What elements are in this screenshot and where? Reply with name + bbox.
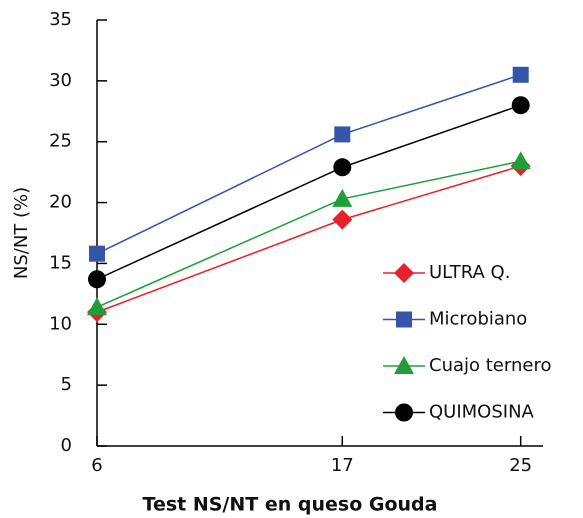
y-tick-label: 0: [61, 435, 72, 456]
x-axis-label: Test NS/NT en queso Gouda: [143, 494, 438, 516]
x-tick-label: 17: [331, 455, 354, 476]
y-tick-label: 15: [49, 252, 72, 273]
series-line: [96, 74, 521, 255]
y-tick-label: 35: [49, 9, 72, 30]
legend-label: QUIMOSINA: [429, 402, 535, 423]
x-tick-label: 25: [509, 455, 532, 476]
y-tick-label: 30: [49, 70, 72, 91]
legend-label: Cuajo ternero: [429, 355, 551, 376]
y-tick-label: 5: [61, 374, 72, 395]
x-tick-label: 6: [91, 455, 102, 476]
marker: [89, 245, 105, 262]
legend-marker: [395, 403, 413, 422]
y-tick-label: 10: [49, 313, 72, 334]
legend-label: ULTRA Q.: [429, 262, 510, 283]
marker: [334, 126, 351, 143]
marker: [512, 66, 529, 83]
marker: [333, 158, 352, 177]
legend-marker: [394, 263, 414, 283]
legend-marker: [394, 356, 414, 374]
series-line: [96, 165, 521, 313]
series-line: [96, 104, 521, 280]
marker: [332, 209, 353, 230]
legend-label: Microbiano: [429, 309, 527, 330]
marker: [332, 188, 353, 207]
y-tick-label: 25: [49, 131, 72, 152]
y-tick-label: 20: [49, 192, 72, 213]
marker: [87, 297, 107, 316]
marker: [88, 270, 106, 289]
y-axis-label: NS/NT (%): [11, 187, 32, 279]
marker: [511, 96, 530, 115]
marker: [510, 151, 531, 170]
legend-marker: [396, 311, 412, 328]
